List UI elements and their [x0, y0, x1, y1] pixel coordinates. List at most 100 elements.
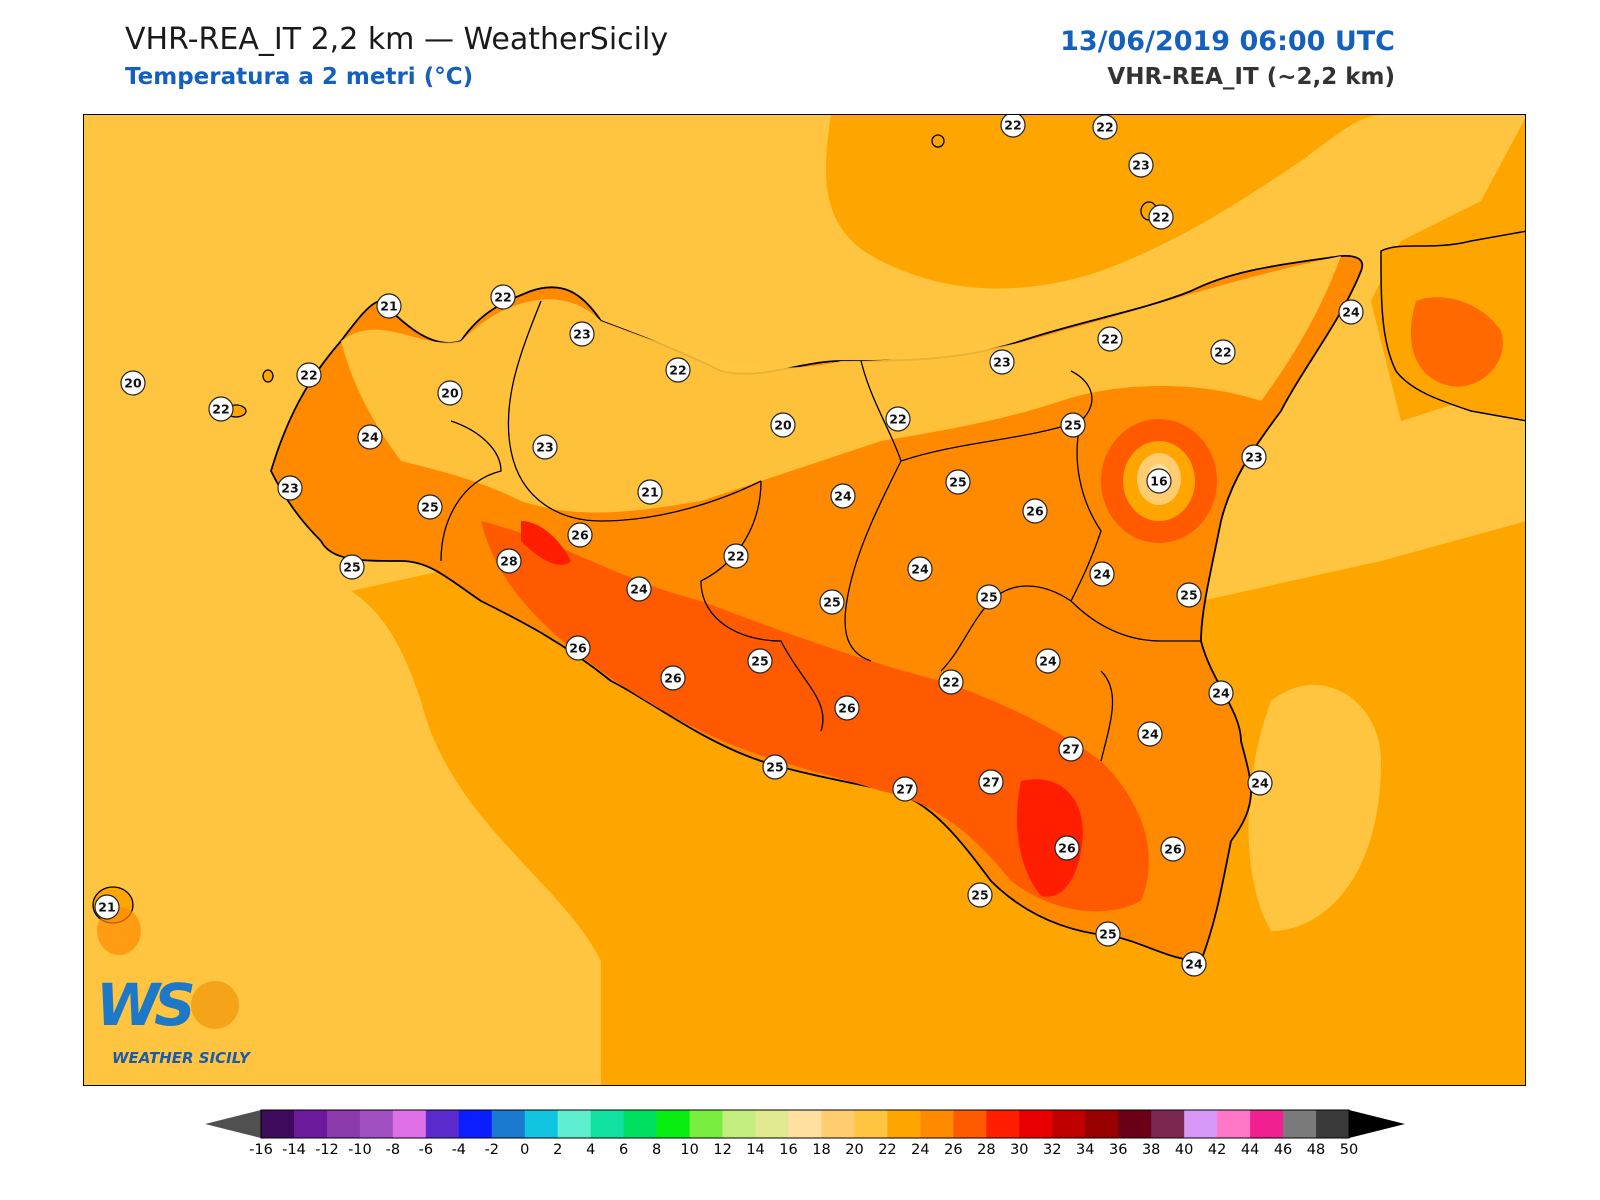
- station-temperature-value: 22: [494, 290, 511, 305]
- station-temperature-value: 24: [1342, 305, 1360, 320]
- map-svg: 22 22 23 22 21 22 23 22 20 22 22 20 24 23 25 25 23 20 22 21…: [84, 115, 1525, 1085]
- station-temperature-value: 21: [641, 485, 658, 500]
- station-temperature-value: 25: [949, 475, 966, 490]
- station-temperature-value: 25: [421, 500, 438, 515]
- station-temperature-value: 22: [727, 549, 744, 564]
- station-marker: 21: [637, 479, 663, 505]
- station-marker-circle: [496, 548, 522, 574]
- station-temperature-value: 22: [1004, 118, 1021, 133]
- station-temperature-value: 27: [896, 782, 913, 797]
- station-marker-circle: [907, 556, 933, 582]
- station-marker-circle: [762, 754, 788, 780]
- station-marker: 24: [830, 483, 856, 509]
- station-temperature-value: 24: [1093, 567, 1111, 582]
- station-marker: 23: [277, 475, 303, 501]
- temperature-map[interactable]: 22 22 23 22 21 22 23 22 20 22 22 20 24 23 25 25 23 20 22 21…: [83, 114, 1526, 1086]
- station-temperature-value: 25: [766, 760, 783, 775]
- station-marker-circle: [277, 475, 303, 501]
- station-marker-circle: [885, 406, 911, 432]
- colorbar-tick-label: 10: [680, 1142, 698, 1156]
- colorbar-tick-label: 8: [652, 1142, 661, 1156]
- station-marker: 25: [339, 554, 365, 580]
- colorbar-segment: [326, 1110, 361, 1138]
- station-marker-circle: [665, 357, 691, 383]
- station-marker-circle: [819, 589, 845, 615]
- station-temperature-value: 26: [838, 701, 856, 716]
- station-temperature-value: 22: [669, 363, 686, 378]
- station-marker-circle: [532, 434, 558, 460]
- colorbar-segment: [1085, 1110, 1119, 1138]
- colorbar-segment: [1118, 1110, 1152, 1138]
- colorbar-over-arrow: [1349, 1110, 1405, 1138]
- station-temperature-value: 25: [1064, 418, 1081, 433]
- station-marker-circle: [660, 665, 686, 691]
- colorbar-tick-label: 50: [1340, 1142, 1358, 1156]
- colorbar-tick-label: 16: [779, 1142, 797, 1156]
- station-marker: 22: [490, 284, 516, 310]
- station-marker: 23: [1128, 152, 1154, 178]
- station-marker-circle: [569, 321, 595, 347]
- station-temperature-value: 16: [1150, 474, 1168, 489]
- station-temperature-value: 20: [124, 376, 142, 391]
- station-temperature-value: 21: [98, 900, 115, 915]
- station-temperature-value: 23: [1245, 450, 1262, 465]
- colorbar-segment: [261, 1110, 295, 1138]
- station-temperature-value: 22: [1152, 210, 1169, 225]
- station-marker: 22: [1148, 204, 1174, 230]
- colorbar-tick-label: 0: [520, 1142, 529, 1156]
- logo-wordmark: WEATHER SICILY: [112, 1049, 250, 1067]
- colorbar-segment: [1283, 1110, 1317, 1138]
- colorbar-segment: [557, 1110, 592, 1138]
- colorbar-tick-label: 26: [944, 1142, 962, 1156]
- station-marker: 26: [565, 635, 591, 661]
- weathersicily-logo: WS WEATHER SICILY: [96, 975, 256, 1075]
- colorbar-segment: [491, 1110, 526, 1138]
- colorbar-tick-label: 44: [1241, 1142, 1259, 1156]
- station-marker: 22: [723, 543, 749, 569]
- station-marker: 25: [945, 469, 971, 495]
- colorbar-tick-label: 14: [746, 1142, 764, 1156]
- colorbar-tick-label: 2: [553, 1142, 562, 1156]
- station-temperature-value: 26: [1164, 842, 1182, 857]
- station-temperature-value: 26: [664, 671, 682, 686]
- station-temperature-value: 22: [300, 368, 317, 383]
- colorbar-tick-label: 28: [977, 1142, 995, 1156]
- station-marker: 24: [1338, 299, 1364, 325]
- station-marker: 23: [989, 349, 1015, 375]
- colorbar-tick-label: -10: [348, 1142, 372, 1156]
- station-marker-circle: [978, 769, 1004, 795]
- station-marker: 24: [1035, 648, 1061, 674]
- colorbar-segment: [425, 1110, 460, 1138]
- station-marker: 26: [567, 522, 593, 548]
- colorbar-tick-label: -16: [249, 1142, 273, 1156]
- logo-letters: WS: [96, 971, 196, 1039]
- station-marker-circle: [1148, 204, 1174, 230]
- colorbar-outline: [260, 1109, 1350, 1139]
- station-marker: 22: [1092, 115, 1118, 140]
- station-temperature-value: 23: [281, 481, 298, 496]
- colorbar-segment: [1019, 1110, 1053, 1138]
- station-temperature-value: 26: [571, 528, 589, 543]
- colorbar-segment: [1217, 1110, 1251, 1138]
- station-marker: 26: [1054, 835, 1080, 861]
- colorbar-segment: [359, 1110, 394, 1138]
- colorbar-segment: [524, 1110, 559, 1138]
- station-temperature-value: 26: [1026, 504, 1044, 519]
- station-marker-circle: [1089, 561, 1115, 587]
- station-temperature-value: 25: [980, 590, 997, 605]
- station-temperature-value: 25: [343, 560, 360, 575]
- colorbar-segment: [755, 1110, 790, 1138]
- station-marker: 25: [1095, 921, 1121, 947]
- hot-spot-ragusa: [1017, 779, 1083, 897]
- station-temperature-value: 20: [441, 386, 459, 401]
- station-marker-circle: [1128, 152, 1154, 178]
- station-marker-circle: [1241, 444, 1267, 470]
- province-borders: [440, 300, 1201, 762]
- station-marker: 22: [938, 669, 964, 695]
- station-marker: 27: [978, 769, 1004, 795]
- station-temperature-value: 26: [1058, 841, 1076, 856]
- station-marker-circle: [120, 370, 146, 396]
- station-marker-circle: [1181, 951, 1207, 977]
- station-temperature-value: 20: [774, 418, 792, 433]
- station-marker: 23: [569, 321, 595, 347]
